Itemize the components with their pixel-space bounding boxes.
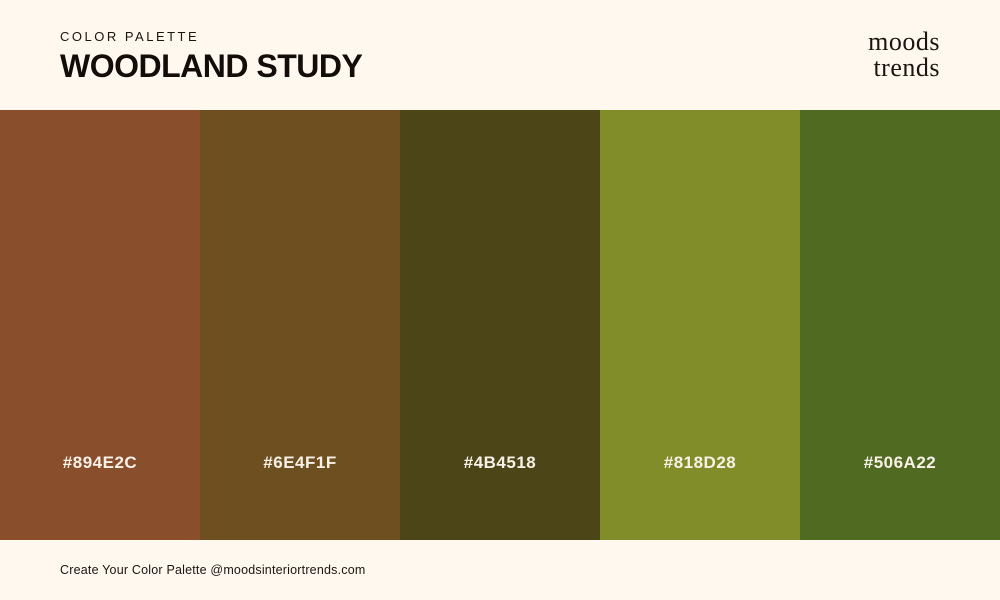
hex-code-label: #506A22 bbox=[863, 453, 937, 472]
color-swatch-2: #6E4F1F bbox=[200, 110, 400, 540]
hex-code-label: #894E2C bbox=[62, 453, 138, 472]
color-swatch-5: #506A22 bbox=[800, 110, 1000, 540]
brand-logo: moods trends bbox=[868, 29, 940, 81]
eyebrow-label: COLOR PALETTE bbox=[60, 28, 200, 44]
footer: Create Your Color Palette @moodsinterior… bbox=[0, 540, 1000, 600]
hex-code-label: #818D28 bbox=[663, 453, 737, 472]
header: COLOR PALETTE WOODLAND STUDY moods trend… bbox=[0, 0, 1000, 110]
hex-code-label: #6E4F1F bbox=[263, 453, 337, 472]
palette-title: WOODLAND STUDY bbox=[60, 47, 363, 84]
hex-code-label: #4B4518 bbox=[463, 453, 537, 472]
brand-logo-line1: moods bbox=[868, 27, 940, 56]
color-swatch-4: #818D28 bbox=[600, 110, 800, 540]
header-titles: COLOR PALETTE WOODLAND STUDY bbox=[60, 28, 363, 84]
footer-credit: Create Your Color Palette @moodsinterior… bbox=[60, 563, 366, 577]
swatch-row: #894E2C #6E4F1F #4B4518 #818D28 #506A22 bbox=[0, 110, 1000, 540]
color-swatch-3: #4B4518 bbox=[400, 110, 600, 540]
brand-logo-line2: trends bbox=[873, 53, 940, 82]
color-swatch-1: #894E2C bbox=[0, 110, 200, 540]
